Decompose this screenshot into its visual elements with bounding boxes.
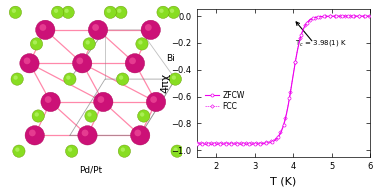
Circle shape bbox=[15, 147, 20, 152]
Y-axis label: 4πχ: 4πχ bbox=[160, 73, 170, 93]
Circle shape bbox=[66, 75, 71, 80]
Circle shape bbox=[117, 9, 121, 13]
Circle shape bbox=[94, 92, 113, 112]
Circle shape bbox=[32, 110, 44, 122]
Circle shape bbox=[36, 20, 55, 40]
Line: ZFCW: ZFCW bbox=[195, 15, 372, 146]
Circle shape bbox=[9, 6, 22, 19]
Circle shape bbox=[140, 112, 144, 117]
Circle shape bbox=[88, 20, 108, 40]
Circle shape bbox=[169, 73, 181, 85]
Line: FCC: FCC bbox=[195, 15, 372, 144]
Circle shape bbox=[87, 112, 91, 117]
Circle shape bbox=[171, 145, 183, 157]
ZFCW bbox=[325, 15, 330, 17]
Circle shape bbox=[170, 9, 174, 13]
Circle shape bbox=[45, 96, 51, 103]
Circle shape bbox=[25, 126, 44, 145]
Text: T$_c$ = 3.98(1) K: T$_c$ = 3.98(1) K bbox=[295, 38, 347, 48]
Circle shape bbox=[107, 9, 111, 13]
Circle shape bbox=[104, 6, 116, 19]
Circle shape bbox=[157, 6, 169, 19]
Circle shape bbox=[54, 9, 58, 13]
Circle shape bbox=[125, 54, 145, 73]
ZFCW bbox=[310, 17, 315, 19]
Legend: ZFCW, FCC: ZFCW, FCC bbox=[204, 89, 246, 112]
Circle shape bbox=[85, 110, 97, 122]
ZFCW bbox=[225, 143, 229, 145]
Circle shape bbox=[146, 92, 166, 112]
Circle shape bbox=[121, 147, 125, 152]
Circle shape bbox=[12, 9, 16, 13]
Circle shape bbox=[39, 24, 46, 31]
Circle shape bbox=[68, 147, 72, 152]
FCC bbox=[310, 17, 315, 19]
Circle shape bbox=[135, 129, 141, 136]
Circle shape bbox=[150, 96, 157, 103]
Circle shape bbox=[51, 6, 64, 19]
Circle shape bbox=[14, 75, 18, 80]
Circle shape bbox=[174, 147, 178, 152]
Circle shape bbox=[83, 38, 95, 50]
Circle shape bbox=[34, 112, 39, 117]
Circle shape bbox=[167, 6, 180, 19]
FCC bbox=[225, 142, 229, 144]
FCC bbox=[325, 15, 330, 17]
Circle shape bbox=[172, 75, 176, 80]
Circle shape bbox=[92, 24, 99, 31]
Circle shape bbox=[41, 92, 60, 112]
Circle shape bbox=[160, 9, 164, 13]
Circle shape bbox=[11, 73, 23, 85]
Circle shape bbox=[64, 73, 76, 85]
ZFCW bbox=[273, 139, 277, 141]
ZFCW bbox=[368, 15, 373, 17]
X-axis label: T (K): T (K) bbox=[270, 176, 297, 186]
Circle shape bbox=[141, 20, 160, 40]
Circle shape bbox=[62, 6, 74, 19]
Circle shape bbox=[138, 40, 143, 45]
Circle shape bbox=[20, 54, 39, 73]
Circle shape bbox=[29, 129, 36, 136]
Text: Bi: Bi bbox=[167, 53, 175, 63]
FCC bbox=[297, 42, 301, 44]
ZFCW bbox=[297, 42, 301, 44]
Circle shape bbox=[136, 38, 148, 50]
Text: Pd/Pt: Pd/Pt bbox=[79, 166, 102, 175]
FCC bbox=[368, 15, 373, 17]
Circle shape bbox=[24, 57, 31, 64]
Circle shape bbox=[64, 9, 69, 13]
ZFCW bbox=[194, 143, 199, 145]
FCC bbox=[273, 138, 277, 140]
Circle shape bbox=[73, 54, 92, 73]
Circle shape bbox=[138, 110, 150, 122]
Circle shape bbox=[13, 145, 25, 157]
Circle shape bbox=[78, 126, 97, 145]
ZFCW bbox=[239, 143, 243, 145]
Circle shape bbox=[115, 6, 127, 19]
Circle shape bbox=[33, 40, 37, 45]
Circle shape bbox=[129, 57, 136, 64]
Circle shape bbox=[130, 126, 150, 145]
Circle shape bbox=[76, 57, 83, 64]
Circle shape bbox=[82, 129, 88, 136]
Circle shape bbox=[118, 145, 130, 157]
Circle shape bbox=[65, 145, 78, 157]
Circle shape bbox=[145, 24, 152, 31]
FCC bbox=[239, 142, 243, 144]
Circle shape bbox=[30, 38, 43, 50]
Circle shape bbox=[116, 73, 129, 85]
Circle shape bbox=[85, 40, 90, 45]
Circle shape bbox=[119, 75, 123, 80]
Circle shape bbox=[98, 96, 104, 103]
FCC bbox=[194, 142, 199, 144]
